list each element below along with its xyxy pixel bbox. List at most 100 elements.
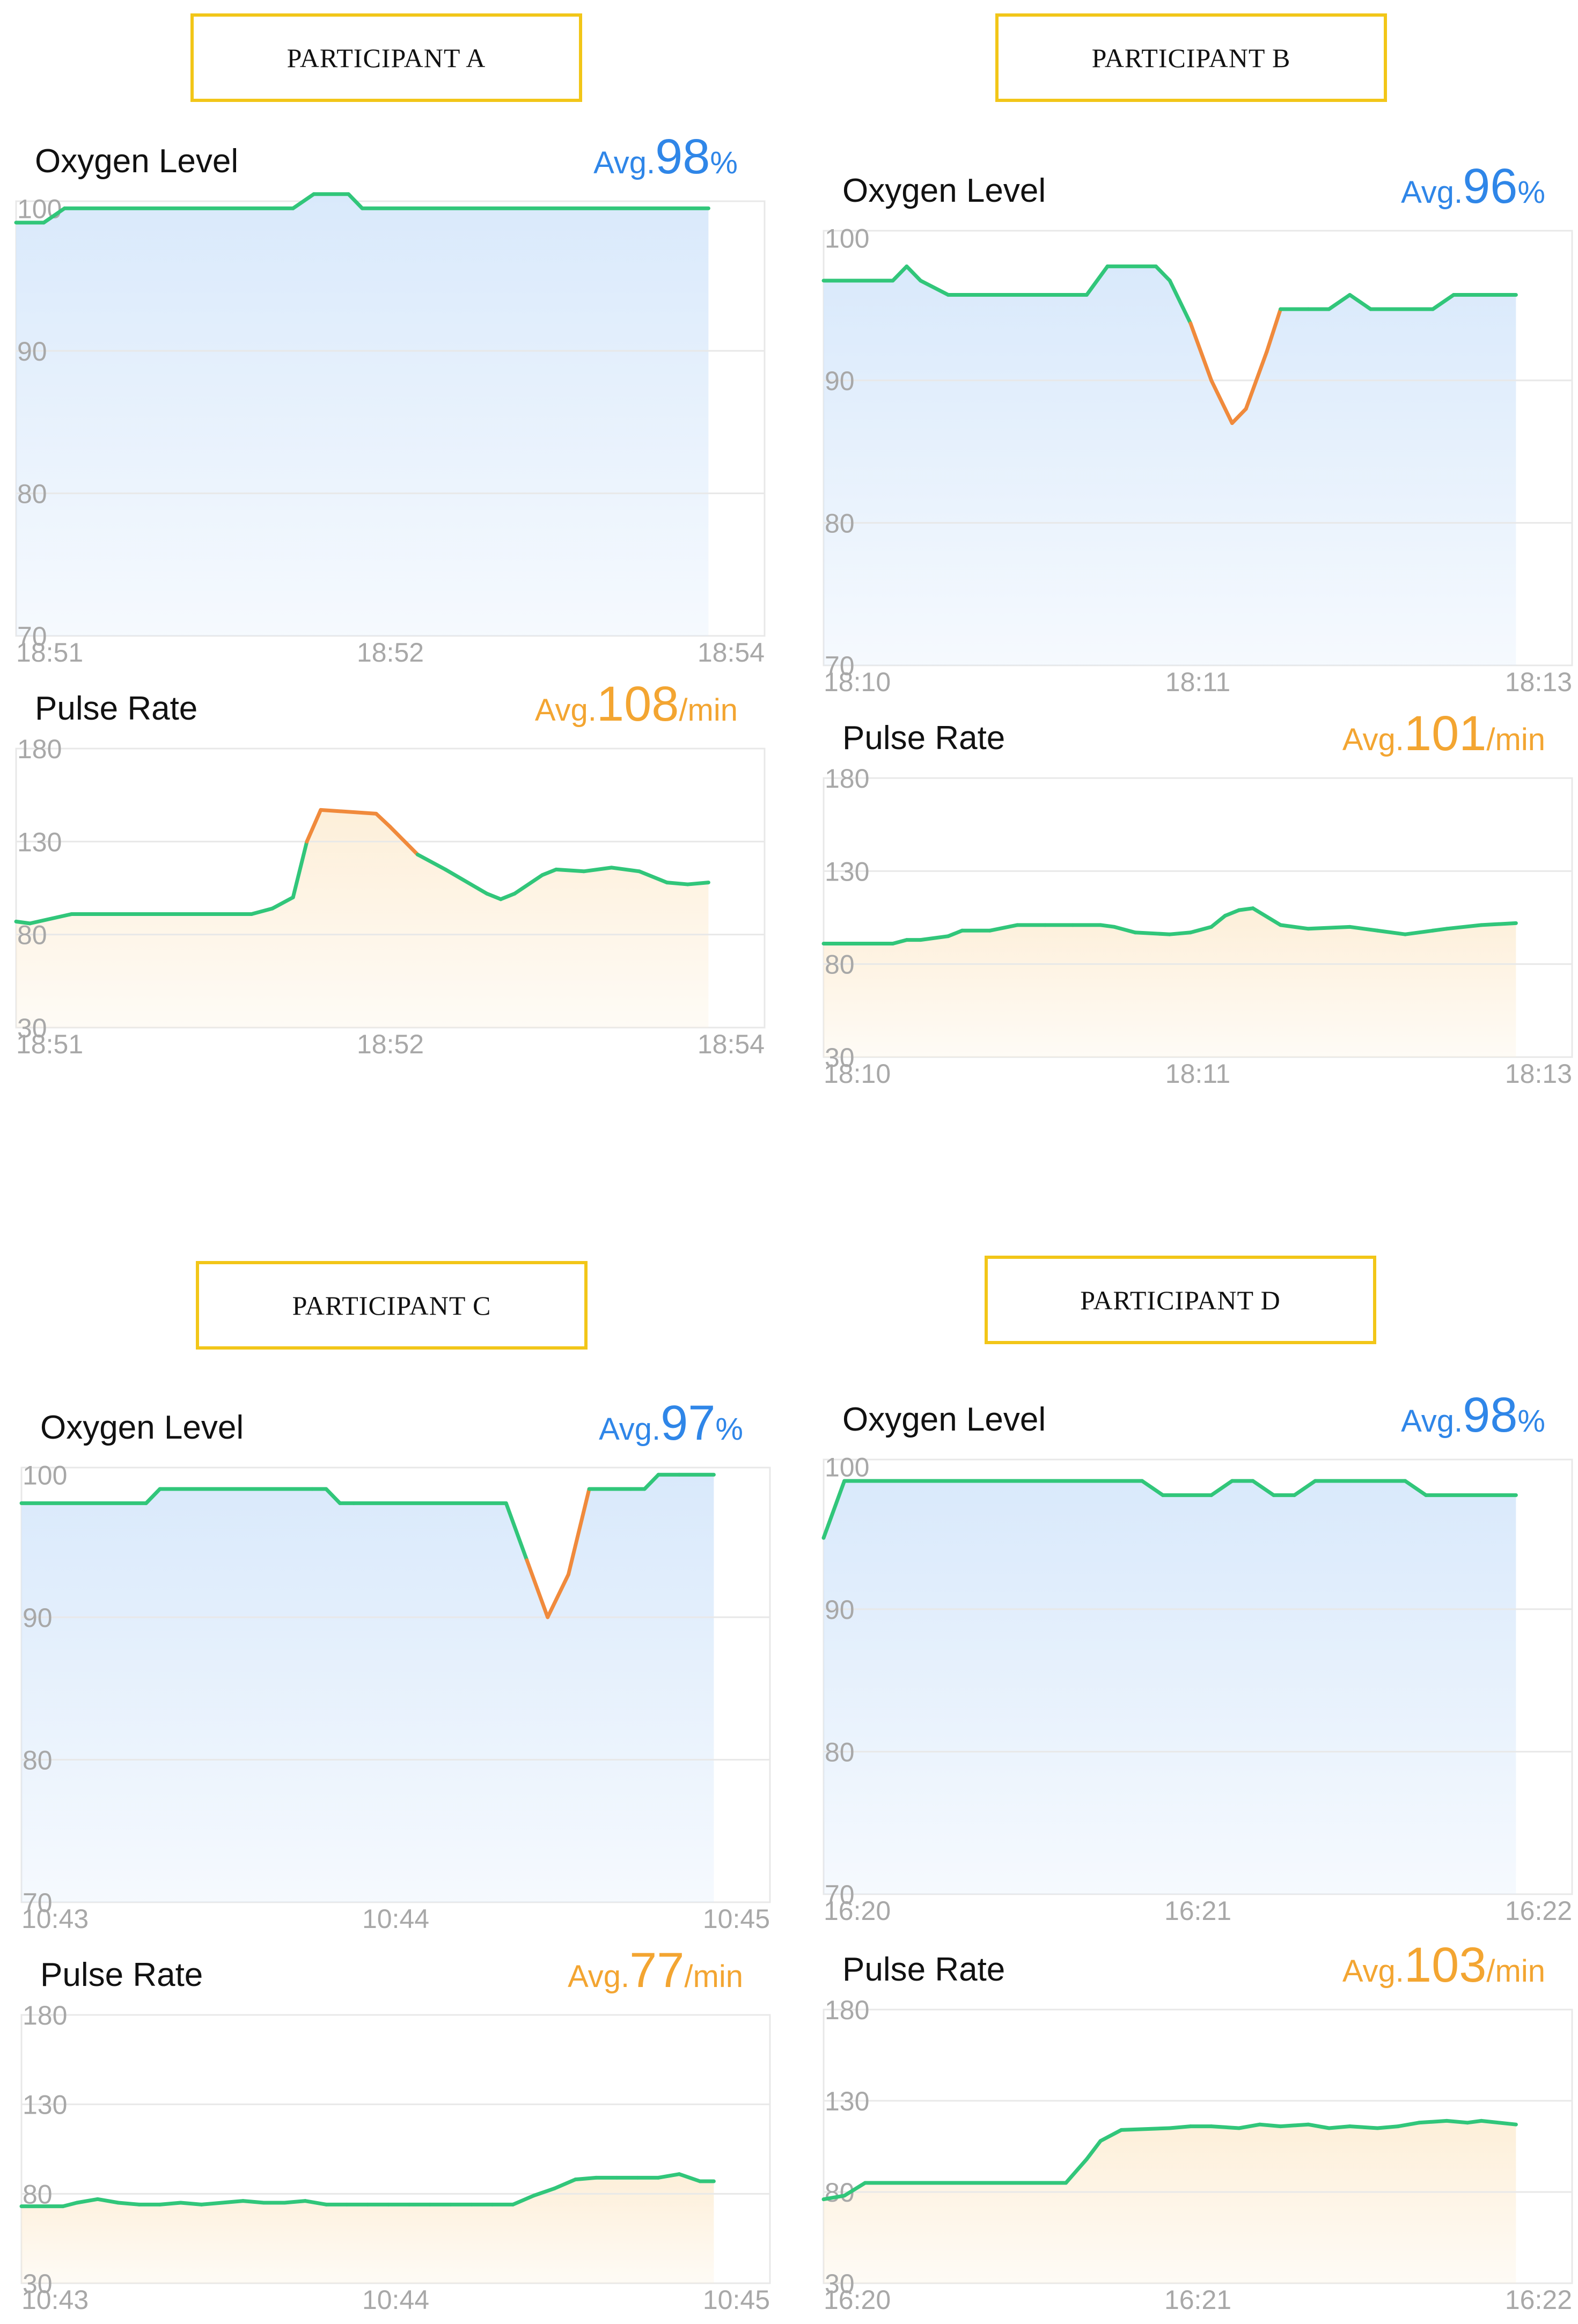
x-tick-label: 18:51 — [16, 637, 83, 668]
y-tick-label: 70 — [825, 1880, 855, 1910]
x-tick-label: 16:22 — [1505, 2285, 1572, 2315]
pulse-series-segment — [388, 825, 420, 857]
pulse-area — [824, 908, 1516, 1057]
pulse-series-segment — [1306, 2122, 1331, 2130]
oxygen-series-segment — [324, 1487, 342, 1505]
oxygen-average: Avg.97% — [599, 1395, 743, 1451]
pulse-series-segment — [1168, 2124, 1193, 2130]
oxygen-series-segment — [525, 1558, 550, 1619]
y-tick-label: 100 — [825, 1452, 869, 1482]
oxygen-average-unit: % — [710, 145, 738, 180]
y-tick-label: 180 — [17, 734, 62, 764]
participant-label: PARTICIPANT C — [196, 1261, 588, 1350]
x-tick-label: 16:22 — [1505, 1896, 1572, 1926]
y-tick-label: 80 — [17, 479, 47, 509]
oxygen-chart-title: Oxygen Level — [842, 172, 1046, 209]
pulse-average-num: 103 — [1404, 1938, 1487, 1992]
pulse-series-segment — [96, 2197, 121, 2205]
pulse-area — [16, 810, 709, 1028]
pulse-chart-title: Pulse Rate — [842, 720, 1005, 757]
y-tick-label: 90 — [23, 1603, 53, 1633]
pulse-average-pre: Avg. — [1342, 722, 1404, 757]
pulse-series-segment — [1431, 927, 1449, 933]
x-tick-label: 16:20 — [824, 2285, 891, 2315]
pulse-series-segment — [270, 895, 295, 911]
pulse-series-segment — [1209, 2124, 1241, 2130]
pulse-series-segment — [665, 881, 690, 886]
oxygen-series-segment — [1292, 1479, 1317, 1497]
x-tick-label: 16:20 — [824, 1896, 891, 1926]
pulse-series-segment — [842, 2181, 867, 2198]
oxygen-average-unit: % — [715, 1412, 743, 1447]
oxygen-series-segment — [1084, 264, 1110, 297]
oxygen-series-segment — [42, 206, 67, 225]
pulse-series-segment — [1375, 2124, 1400, 2130]
oxygen-series-segment — [1403, 1479, 1428, 1497]
participant-label: PARTICIPANT A — [190, 13, 582, 102]
x-tick-label: 18:52 — [357, 1029, 424, 1059]
x-tick-label: 18:54 — [698, 1029, 765, 1059]
pulse-series-segment — [220, 2199, 245, 2205]
pulse-series-segment — [443, 867, 489, 896]
pulse-series-segment — [1396, 2121, 1421, 2129]
oxygen-chart: Oxygen Level Avg.96% 100 90 80 70 18:10 18:11 18… — [808, 159, 1575, 703]
oxygen-average-num: 96 — [1463, 159, 1518, 214]
pulse-area — [21, 2174, 714, 2283]
x-tick-label: 16:21 — [1164, 2285, 1231, 2315]
y-tick-label: 90 — [825, 366, 855, 396]
y-tick-label: 130 — [825, 2086, 869, 2116]
x-tick-label: 18:11 — [1165, 667, 1230, 697]
pulse-average-pre: Avg. — [534, 693, 597, 728]
oxygen-series-segment — [1230, 407, 1248, 426]
y-tick-label: 90 — [17, 336, 47, 366]
pulse-series-segment — [1327, 2124, 1352, 2130]
pulse-series-segment — [1119, 2126, 1172, 2132]
pulse-series-segment — [415, 853, 447, 871]
pulse-average-num: 101 — [1404, 706, 1487, 761]
pulse-series-segment — [116, 2201, 141, 2206]
oxygen-series-segment — [546, 1572, 570, 1619]
oxygen-series-segment — [504, 1501, 529, 1563]
pulse-average: Avg.103/min — [1342, 1937, 1545, 1993]
pulse-series-segment — [610, 866, 641, 874]
x-tick-label: 10:44 — [362, 2285, 429, 2315]
pulse-series-segment — [303, 2199, 328, 2206]
pulse-series-segment — [988, 923, 1019, 933]
oxygen-chart: Oxygen Level Avg.97% 100 90 80 70 10:43 10:44 10… — [5, 1396, 773, 1940]
y-tick-label: 100 — [825, 223, 869, 253]
participant-b-panel: PARTICIPANT B Oxygen Level Avg.96% 100 90 80… — [789, 0, 1578, 1162]
oxygen-series-segment — [1140, 1479, 1165, 1497]
pulse-series-segment — [1348, 2124, 1379, 2130]
oxygen-average-pre: Avg. — [1401, 175, 1463, 210]
pulse-series-segment — [582, 866, 614, 874]
x-tick-label: 18:54 — [698, 637, 765, 668]
participant-c-panel: PARTICIPANT C Oxygen Level Avg.97% 100 90 80… — [0, 1162, 789, 2324]
y-tick-label: 30 — [17, 1013, 47, 1043]
pulse-series-segment — [573, 2175, 598, 2182]
y-tick-label: 180 — [825, 764, 869, 794]
pulse-series-segment — [1223, 908, 1241, 918]
pulse-chart: Pulse Rate Avg.101/min 180 130 80 30 18:10 18:1… — [808, 706, 1575, 1095]
x-tick-label: 10:43 — [21, 1904, 89, 1934]
pulse-series-segment — [637, 869, 669, 885]
pulse-series-segment — [1237, 2122, 1262, 2130]
y-tick-label: 30 — [825, 1043, 855, 1073]
x-tick-label: 18:11 — [1165, 1059, 1230, 1089]
oxygen-series-segment — [1209, 1479, 1234, 1497]
x-tick-label: 10:44 — [362, 1904, 429, 1934]
oxygen-area — [824, 266, 1516, 665]
pulse-series-segment — [553, 2178, 577, 2190]
oxygen-area — [16, 194, 709, 636]
y-tick-label: 130 — [825, 856, 869, 886]
oxygen-series-segment — [1244, 350, 1269, 411]
pulse-series-segment — [1258, 2122, 1283, 2129]
pulse-series-segment — [282, 2199, 307, 2205]
pulse-series-segment — [1479, 921, 1518, 927]
y-tick-label: 30 — [23, 2269, 53, 2299]
x-tick-label: 10:45 — [703, 1904, 770, 1934]
pulse-series-segment — [179, 2201, 203, 2206]
y-tick-label: 80 — [23, 1745, 53, 1775]
